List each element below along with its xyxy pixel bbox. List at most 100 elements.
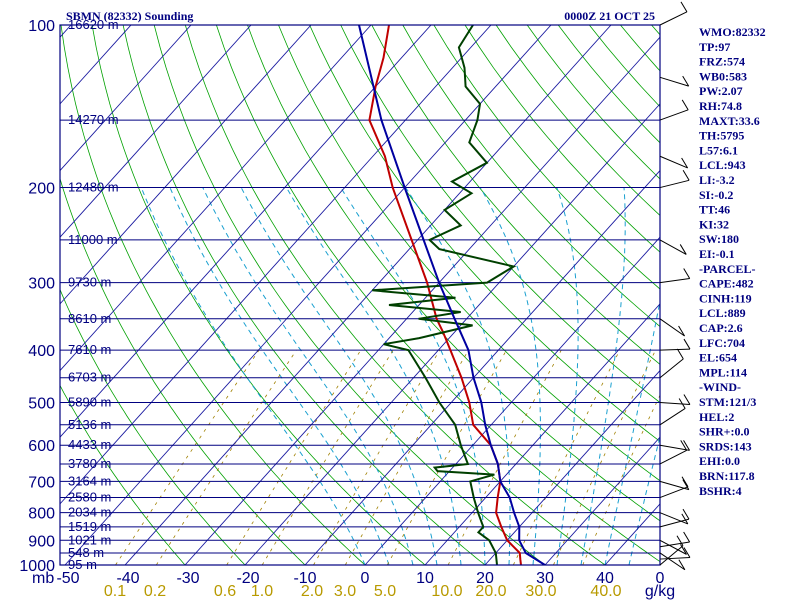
axis-labels: 16620 m 14270 m 12480 m 11000 m 9730 m 8610 m… [19, 17, 675, 600]
index-line: WB0:583 [699, 69, 747, 83]
mixing-ratio-tick: 20.0 [475, 583, 506, 600]
wind-barb [659, 109, 689, 121]
wind-barb [659, 518, 690, 528]
height-label: 11000 m [68, 232, 118, 247]
wind-barb-flag [676, 348, 684, 360]
index-line: CAP:2.6 [699, 321, 743, 335]
wind-barb [659, 277, 690, 284]
temperature-tick: 40 [596, 570, 614, 587]
index-line: SI:-0.2 [699, 188, 733, 202]
wind-barb [659, 541, 690, 548]
wind-barb-flag [682, 170, 690, 181]
temperature-tick: -20 [236, 570, 259, 587]
index-line: MAXT:33.6 [699, 114, 760, 128]
index-line: TP:97 [699, 40, 730, 54]
temperature-tick: -40 [116, 570, 139, 587]
height-label: 3780 m [68, 456, 111, 471]
height-label: 548 m [68, 545, 104, 560]
mixing-ratio-tick: 30.0 [525, 583, 556, 600]
wind-barb-flag [683, 338, 691, 350]
index-line: CINH:119 [699, 291, 752, 305]
isotherm [60, 25, 252, 238]
wind-barbs [659, 1, 691, 571]
temperature-tick: -10 [293, 570, 316, 587]
pressure-tick: 1000 [19, 558, 55, 575]
height-label: 3164 m [68, 473, 111, 488]
isotherm [60, 25, 492, 505]
wind-barb-flag [683, 531, 691, 543]
moist-adiabat [604, 298, 660, 565]
wind-barb-flag [678, 559, 686, 571]
wind-barb [659, 348, 690, 351]
pressure-tick: 300 [28, 276, 55, 293]
pressure-tick: 600 [28, 438, 55, 455]
isotherm [364, 236, 660, 565]
wind-barb-flag [680, 440, 688, 451]
height-label: 2580 m [68, 490, 111, 505]
mixing-ratio-tick: 0.6 [214, 583, 236, 600]
wind-barb-flag [683, 268, 691, 279]
wind-barb-flag [681, 157, 689, 169]
isotherm [544, 436, 660, 565]
profile-parcel [358, 25, 546, 565]
index-line: FRZ:574 [699, 55, 745, 69]
wind-barb-flag [676, 535, 684, 546]
height-label: 4433 m [68, 437, 111, 452]
index-line: SHR+:0.0 [699, 425, 750, 439]
wind-barb-flag [681, 99, 689, 111]
chart-time: 0000Z 21 OCT 25 [564, 9, 655, 23]
height-label: 14270 m [68, 112, 119, 127]
mixing-ratio-tick: 3.0 [334, 583, 356, 600]
mixing-ratio-tick: 0.1 [104, 583, 126, 600]
wind-barb [659, 486, 689, 498]
index-line: LCL:943 [699, 158, 746, 172]
temperature-tick: 0 [361, 570, 370, 587]
wind-barb [659, 556, 690, 560]
wind-barb-flag [683, 440, 690, 451]
profile-temperature [368, 25, 522, 565]
index-line: WMO:82332 [699, 25, 766, 39]
isotherm [60, 25, 372, 372]
isotherm [484, 369, 660, 565]
wind-barb [659, 444, 690, 451]
index-line: MPL:114 [699, 365, 747, 379]
isotherm [424, 303, 660, 565]
wind-barb [659, 76, 689, 87]
pressure-tick: 900 [28, 533, 55, 550]
temperature-tick: 30 [536, 570, 554, 587]
wind-barb [659, 408, 686, 426]
height-label: 1519 m [68, 519, 111, 534]
height-label: 7610 m [68, 342, 111, 357]
index-line: KI:32 [699, 217, 729, 231]
index-line: BRN:117.8 [699, 469, 755, 483]
temperature-tick: 10 [416, 570, 434, 587]
indices-panel: WMO:82332TP:97FRZ:574WB0:583PW:2.07RH:74… [699, 25, 766, 498]
mixing-ratio-tick: 2.0 [301, 583, 323, 600]
index-line: LFC:704 [699, 336, 745, 350]
wind-barb [659, 512, 689, 525]
mixing-ratio-tick: 5.0 [374, 583, 396, 600]
pressure-tick: 400 [28, 343, 55, 360]
wind-barb [659, 545, 684, 566]
wind-barb-flag [680, 544, 687, 555]
wind-barb [659, 318, 685, 337]
index-line: EI:-0.1 [699, 247, 735, 261]
index-line: BSHR:4 [699, 484, 742, 498]
mixing-ratio-tick: 40.0 [590, 583, 621, 600]
height-label: 5136 m [68, 417, 111, 432]
wind-barb-flag [683, 394, 691, 405]
wind-barb-flag [683, 547, 691, 558]
height-label: 1021 m [68, 532, 111, 547]
wind-barb-flag [680, 1, 688, 13]
wind-barb-flag [682, 479, 690, 490]
wind-barb [659, 179, 690, 189]
wind-barb [659, 552, 686, 571]
index-line: SRDS:143 [699, 439, 752, 453]
height-label: 95 m [68, 557, 97, 572]
isotherm [60, 25, 312, 305]
height-label: 9730 m [68, 275, 111, 290]
height-label: 12480 m [68, 180, 119, 195]
index-line: -PARCEL- [699, 262, 755, 276]
height-label: 2034 m [68, 505, 111, 520]
